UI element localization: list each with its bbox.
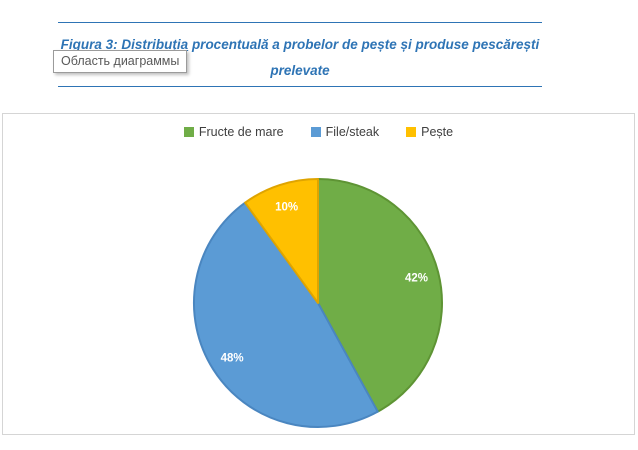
pie-slice-label: 48%: [221, 353, 244, 365]
figure-caption-rest: procentuală a probelor de pește și produ…: [188, 37, 540, 52]
pie-slice-2[interactable]: [244, 178, 319, 304]
pie-slice-0[interactable]: [317, 178, 443, 413]
caption-top-border: [58, 22, 542, 23]
chart-legend: Fructe de mare File/steak Pește: [3, 125, 634, 139]
figure-caption-line2: prelevate: [270, 63, 330, 78]
legend-item-peste[interactable]: Pește: [406, 125, 453, 139]
pie-slice-label: 42%: [405, 273, 428, 285]
pie-chart[interactable]: 42% 48% 10%: [3, 114, 634, 432]
legend-label: Fructe de mare: [198, 125, 284, 139]
figure-caption: Figura 3: Distribuția procentuală a prob…: [58, 32, 542, 84]
caption-bottom-border: [58, 86, 542, 87]
legend-item-file-steak[interactable]: File/steak: [310, 125, 380, 139]
legend-item-fructe-de-mare[interactable]: Fructe de mare: [183, 125, 284, 139]
pie-slice-1[interactable]: [192, 201, 379, 429]
legend-label: File/steak: [325, 125, 380, 139]
figure-caption-underlined: Figura 3: Distribuția: [60, 37, 189, 52]
legend-label: Pește: [421, 125, 454, 139]
legend-marker-icon: [310, 127, 321, 137]
chart-area[interactable]: Fructe de mare File/steak Pește 42% 48% 10…: [2, 113, 635, 435]
pie-slice-label: 10%: [275, 201, 298, 213]
legend-marker-icon: [406, 127, 417, 137]
figure-caption-line1: Figura 3: Distribuția procentuală a prob…: [58, 32, 542, 58]
legend-marker-icon: [183, 127, 194, 137]
chart-area-tooltip: Область диаграммы: [53, 50, 188, 73]
